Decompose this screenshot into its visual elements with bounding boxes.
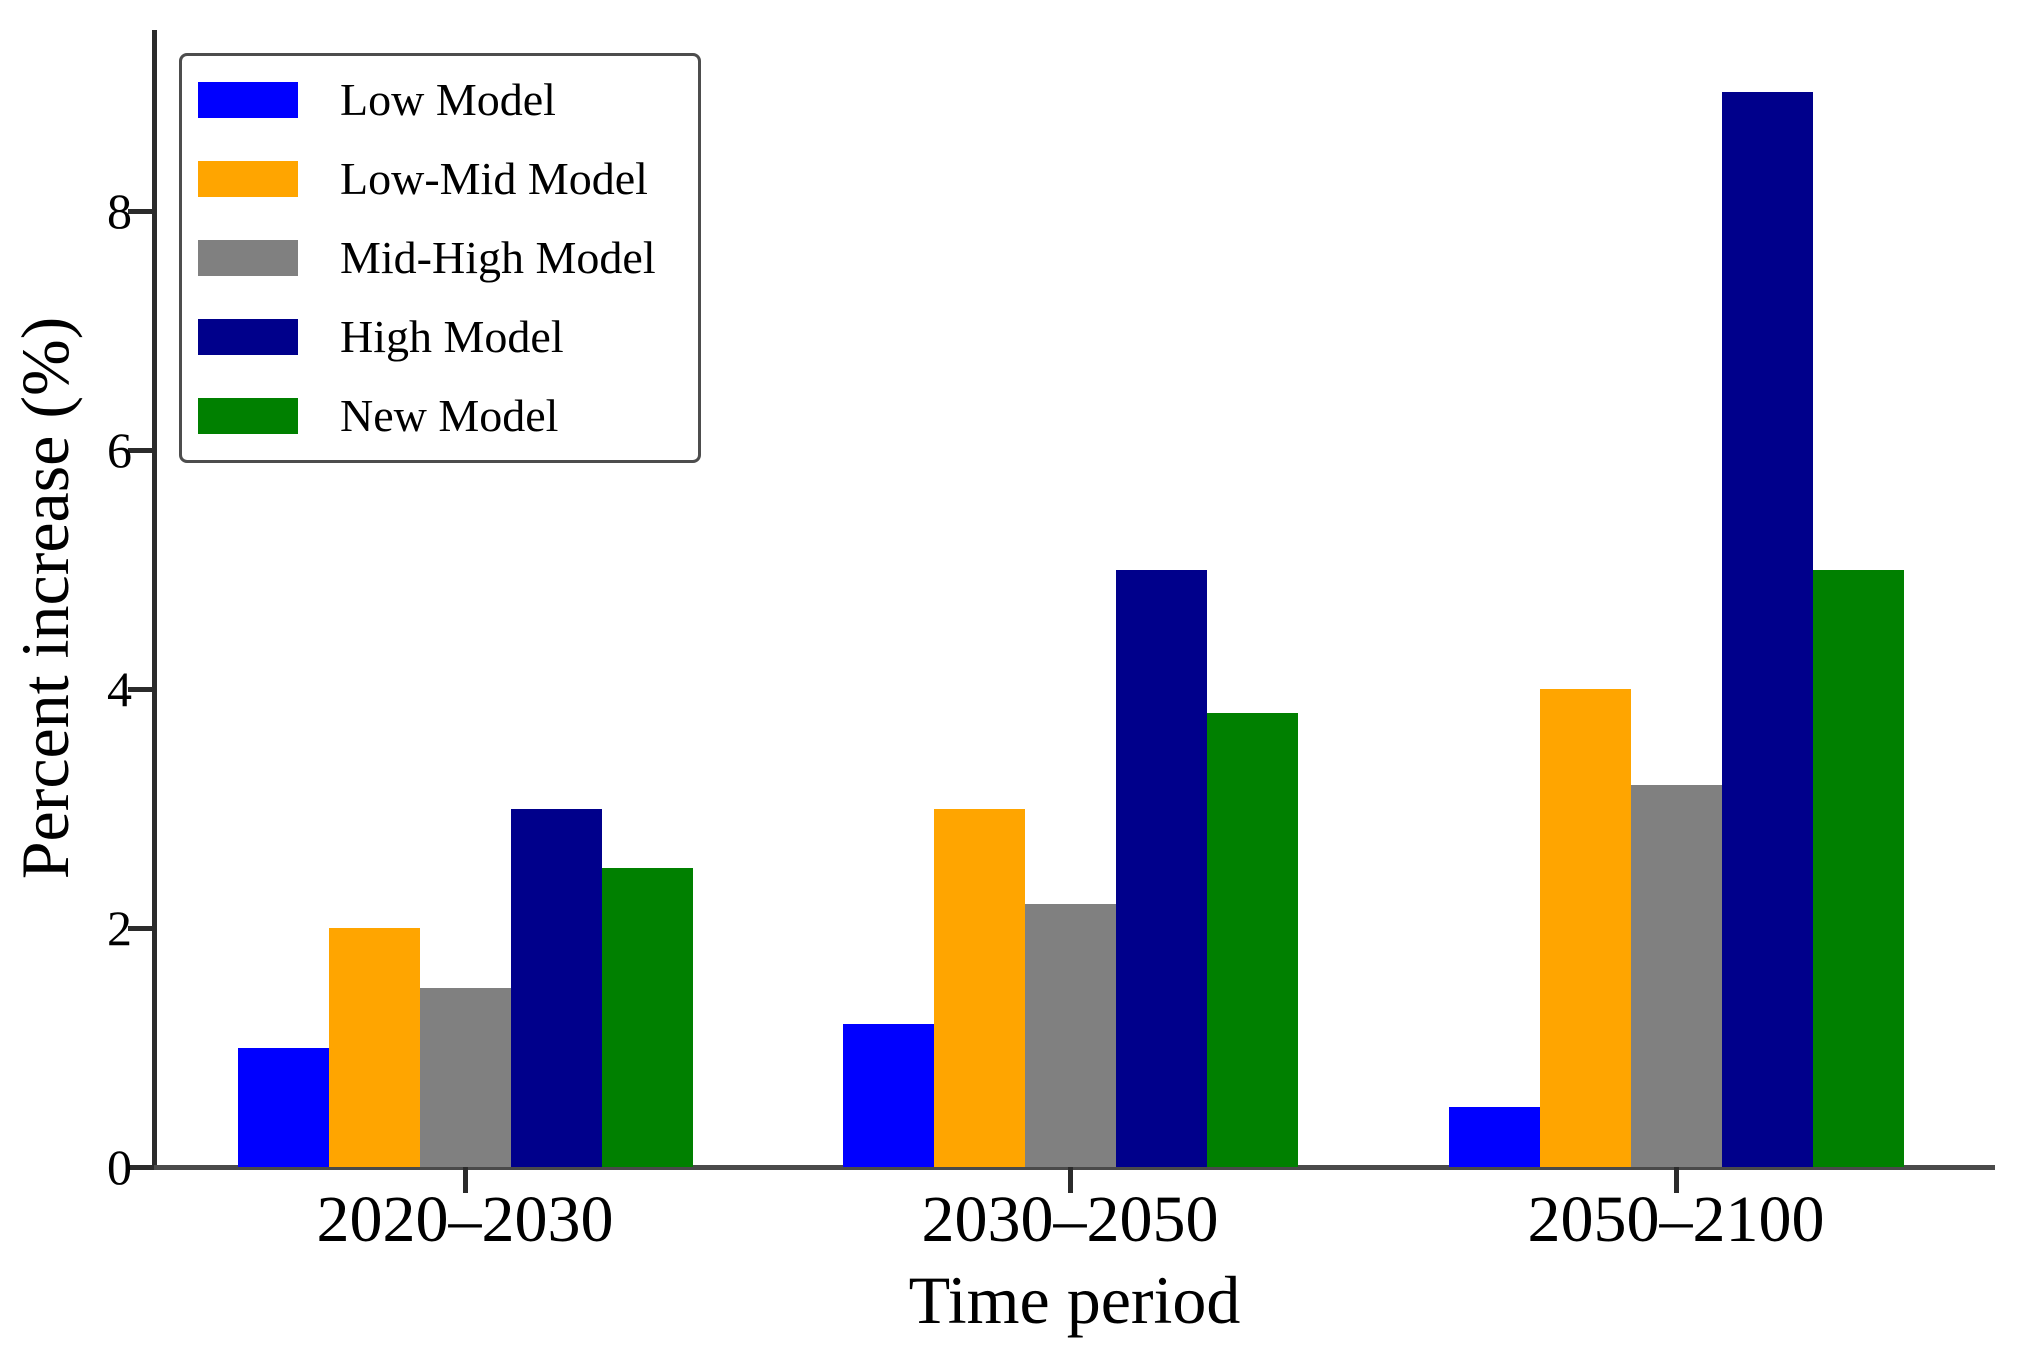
y-tick-label: 4 — [107, 661, 132, 717]
bar-new-model-2020-2030 — [601, 868, 693, 1167]
x-tick-label: 2020–2030 — [316, 1183, 614, 1256]
legend-box: Low Model Low-Mid Model Mid-High Model High… — [179, 53, 701, 463]
x-tick-label: 2030–2050 — [921, 1183, 1219, 1256]
bar-high-model-2030-2050 — [1115, 569, 1207, 1167]
legend-label: Low Model — [340, 74, 556, 125]
legend-swatch-new-model — [198, 398, 298, 434]
legend-item-mid-high-model: Mid-High Model — [198, 235, 656, 281]
bar-low-model-2050-2100 — [1448, 1107, 1540, 1167]
y-tick-mark — [128, 1165, 154, 1170]
y-axis-spine — [152, 30, 157, 1170]
bar-low-model-2020-2030 — [237, 1047, 329, 1167]
y-tick-mark — [128, 209, 154, 214]
legend-label: Low-Mid Model — [340, 153, 648, 204]
bar-low-mid-model-2030-2050 — [933, 808, 1025, 1167]
legend-item-high-model: High Model — [198, 314, 656, 360]
bar-new-model-2050-2100 — [1812, 569, 1904, 1167]
x-tick-mark — [1068, 1167, 1073, 1193]
y-tick-label: 6 — [107, 422, 132, 478]
bar-high-model-2020-2030 — [510, 808, 602, 1167]
legend-swatch-high-model — [198, 319, 298, 355]
y-tick-mark — [128, 448, 154, 453]
y-tick-label: 2 — [107, 900, 132, 956]
bar-mid-high-model-2050-2100 — [1630, 784, 1722, 1167]
bar-low-model-2030-2050 — [842, 1023, 934, 1167]
legend-swatch-low-model — [198, 82, 298, 118]
y-tick-mark — [128, 926, 154, 931]
x-tick-mark — [463, 1167, 468, 1193]
bar-low-mid-model-2020-2030 — [328, 928, 420, 1167]
legend-label: Mid-High Model — [340, 232, 656, 283]
x-axis-spine — [152, 1165, 1995, 1170]
x-tick-label: 2050–2100 — [1527, 1183, 1825, 1256]
y-tick-label: 8 — [107, 183, 132, 239]
legend-item-low-model: Low Model — [198, 77, 656, 123]
legend-label: New Model — [340, 390, 559, 441]
y-tick-label: 0 — [107, 1139, 132, 1195]
legend-label: High Model — [340, 311, 564, 362]
legend-item-new-model: New Model — [198, 393, 656, 439]
bar-mid-high-model-2030-2050 — [1024, 904, 1116, 1167]
x-axis-label: Time period — [908, 1262, 1241, 1338]
bar-new-model-2030-2050 — [1206, 712, 1298, 1167]
y-tick-mark — [128, 687, 154, 692]
legend-item-low-mid-model: Low-Mid Model — [198, 156, 656, 202]
bar-high-model-2050-2100 — [1721, 91, 1813, 1167]
legend-swatch-low-mid-model — [198, 161, 298, 197]
legend-swatch-mid-high-model — [198, 240, 298, 276]
bar-mid-high-model-2020-2030 — [419, 987, 511, 1167]
x-tick-mark — [1674, 1167, 1679, 1193]
bar-low-mid-model-2050-2100 — [1539, 689, 1631, 1167]
y-axis-label: Percent increase (%) — [7, 316, 83, 880]
